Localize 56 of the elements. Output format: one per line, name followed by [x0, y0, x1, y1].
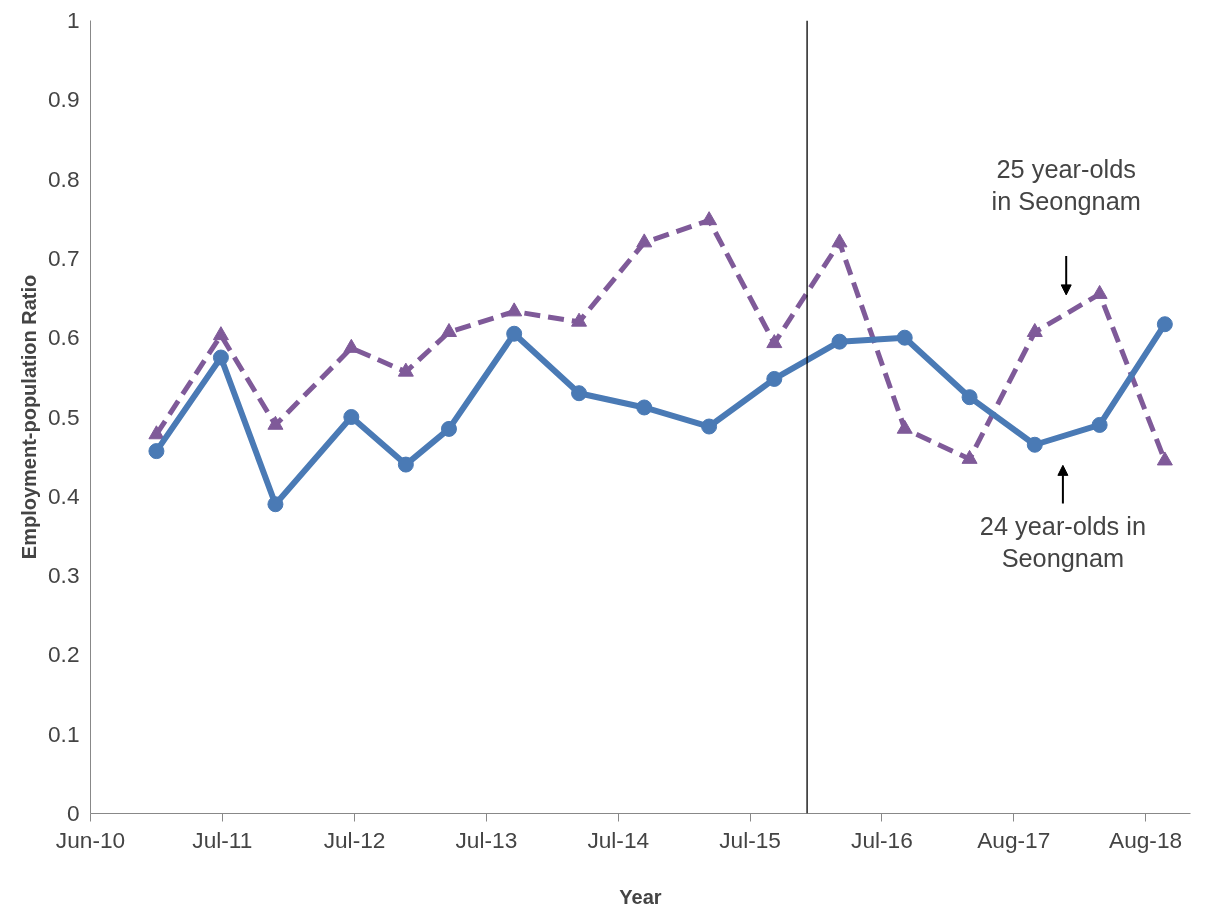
- y-tick-label: 0.3: [48, 562, 80, 589]
- y-tick-label: 0.5: [48, 403, 80, 430]
- y-tick-label: 0: [66, 800, 80, 826]
- y-axis-title: Employment-population Ratio: [18, 274, 40, 560]
- y-tick-label: 0.9: [48, 86, 80, 113]
- point: [212, 349, 229, 366]
- point: [397, 362, 414, 377]
- y-tick-label: 0.6: [48, 324, 80, 351]
- x-tick-label: Jul-16: [851, 826, 913, 853]
- point: [701, 211, 718, 226]
- point: [766, 370, 783, 387]
- annotation: 25 year-olds in Seongnam: [991, 155, 1141, 216]
- point: [267, 496, 284, 513]
- point: [1156, 316, 1173, 333]
- point: [896, 329, 913, 346]
- y-tick-label: 0.4: [48, 482, 80, 509]
- point: [212, 326, 229, 341]
- y-tick-label: 0.1: [48, 720, 80, 747]
- point: [1026, 322, 1043, 337]
- y-tick-label: 1: [66, 7, 80, 33]
- y-tick-label: 0.8: [48, 165, 80, 192]
- point: [636, 399, 653, 416]
- x-tick-label: Jul-11: [192, 826, 253, 853]
- x-tick-label: Jul-13: [455, 826, 518, 853]
- point: [766, 334, 783, 349]
- x-tick-label: Aug-17: [977, 826, 1051, 853]
- y-tick-label: 0.7: [48, 244, 80, 271]
- point: [440, 420, 457, 437]
- point: [896, 419, 913, 434]
- point: [1156, 451, 1173, 466]
- x-tick-label: Jun-10: [55, 826, 126, 853]
- point: [571, 385, 588, 402]
- point: [831, 233, 848, 248]
- point: [397, 456, 414, 473]
- y-tick-label: 0.2: [48, 641, 80, 668]
- point: [267, 415, 284, 430]
- point: [1091, 416, 1108, 433]
- x-tick-label: Jul-12: [323, 826, 386, 853]
- x-tick-label: Jul-14: [587, 826, 650, 853]
- point: [1026, 436, 1043, 453]
- x-tick-label: Jul-15: [719, 826, 781, 853]
- annotation: 24 year-olds in Seongnam: [979, 512, 1146, 573]
- x-tick-label: Aug-18: [1109, 826, 1183, 853]
- point: [440, 322, 457, 337]
- point: [636, 233, 653, 248]
- point: [701, 418, 718, 435]
- point: [148, 443, 165, 460]
- point: [148, 425, 165, 440]
- point: [506, 302, 523, 317]
- point: [506, 325, 523, 342]
- point: [343, 409, 360, 425]
- point: [571, 312, 588, 327]
- point: [831, 333, 848, 350]
- x-axis-title: Year: [619, 885, 662, 908]
- point: [961, 389, 978, 406]
- point: [1091, 284, 1108, 299]
